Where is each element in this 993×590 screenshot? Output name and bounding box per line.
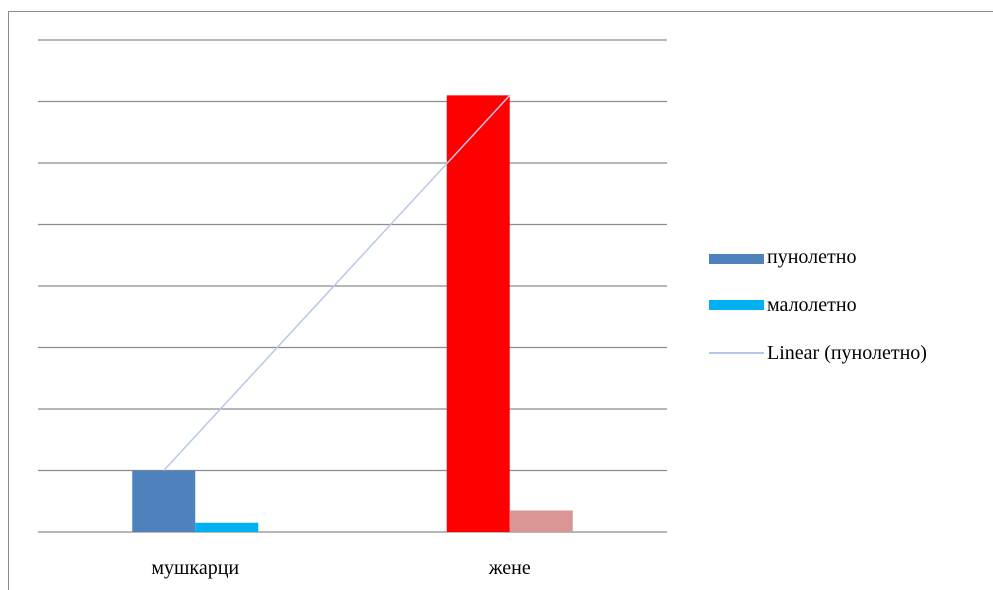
- bar-series-1-1: [132, 470, 196, 532]
- bars: [132, 95, 573, 532]
- legend-label-trendline: Linear (пунолетно): [767, 342, 927, 364]
- x-tick-label-2: жене: [488, 557, 531, 579]
- bar-series-1-2: [446, 95, 510, 532]
- bar-series-2-1: [195, 522, 259, 532]
- trendline-series-1: [163, 94, 511, 472]
- legend-swatch-series-1: [709, 254, 764, 264]
- bar-series-2-2: [509, 510, 573, 532]
- legend-line-trendline: [709, 352, 764, 354]
- x-axis-labels: мушкарци жене: [151, 557, 531, 579]
- trendline: [163, 94, 511, 472]
- legend-swatch-series-2: [709, 300, 764, 310]
- x-tick-label-1: мушкарци: [151, 557, 239, 579]
- gridlines: [38, 39, 667, 533]
- chart-frame: [8, 11, 993, 590]
- legend-label-series-1: пунолетно: [767, 246, 857, 268]
- legend-label-series-2: малолетно: [767, 294, 857, 316]
